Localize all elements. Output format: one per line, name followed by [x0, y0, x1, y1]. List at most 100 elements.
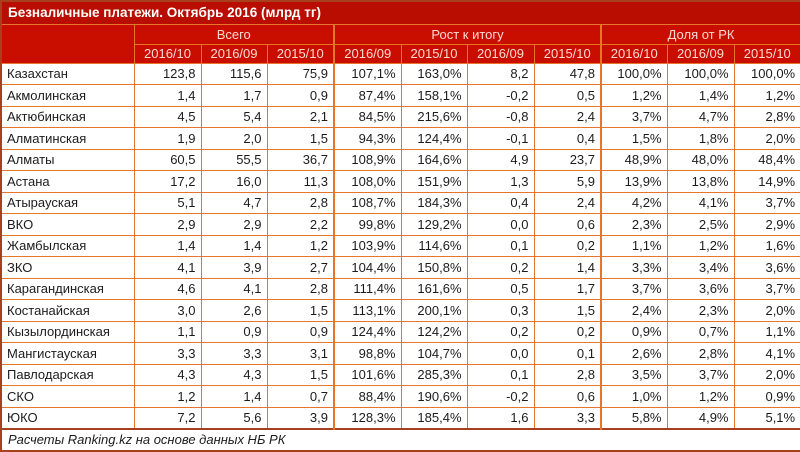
table-row: ЗКО 4,1 3,9 2,7 104,4% 150,8% 0,2 1,4 3,3% 3,4% 3,… [0, 256, 800, 279]
value-cell: 1,5% [600, 127, 668, 150]
table-body: Казахстан 123,8 115,6 75,9 107,1% 163,0% 8,2 47… [0, 62, 800, 429]
subheader-cell: 2015/10 [533, 43, 602, 64]
value-cell: -0,8 [466, 105, 535, 128]
value-cell: 108,7% [333, 191, 402, 214]
region-cell: ВКО [0, 213, 135, 236]
region-cell: Павлодарская [0, 363, 135, 386]
value-cell: 88,4% [333, 385, 402, 408]
subheader-cell: 2015/10 [266, 43, 335, 64]
value-cell: 100,0% [600, 62, 668, 85]
value-cell: 2,2 [266, 213, 335, 236]
subheader-cell: 2016/09 [466, 43, 535, 64]
value-cell: 2,0% [733, 127, 800, 150]
value-cell: 285,3% [400, 363, 468, 386]
value-cell: 55,5 [200, 148, 268, 171]
value-cell: 94,3% [333, 127, 402, 150]
value-cell: 1,1% [600, 234, 668, 257]
value-cell: 3,7% [600, 277, 668, 300]
region-cell: СКО [0, 385, 135, 408]
value-cell: 101,6% [333, 363, 402, 386]
value-cell: 4,7 [200, 191, 268, 214]
value-cell: 2,7 [266, 256, 335, 279]
value-cell: 4,1 [200, 277, 268, 300]
value-cell: 11,3 [266, 170, 335, 193]
value-cell: 0,0 [466, 342, 535, 365]
value-cell: 4,6 [133, 277, 202, 300]
value-cell: 124,4% [333, 320, 402, 343]
value-cell: 3,0 [133, 299, 202, 322]
subheader-cell: 2016/10 [133, 43, 202, 64]
value-cell: 108,0% [333, 170, 402, 193]
value-cell: 36,7 [266, 148, 335, 171]
subheader-cell: 2016/09 [666, 43, 735, 64]
value-cell: 2,8 [533, 363, 602, 386]
region-cell: ЮКО [0, 406, 135, 429]
value-cell: 104,4% [333, 256, 402, 279]
value-cell: 1,3 [466, 170, 535, 193]
value-cell: 2,0% [733, 299, 800, 322]
value-cell: 4,1% [666, 191, 735, 214]
table-row: ЮКО 7,2 5,6 3,9 128,3% 185,4% 1,6 3,3 5,8% 4,9% 5,… [0, 406, 800, 429]
value-cell: 158,1% [400, 84, 468, 107]
value-cell: 215,6% [400, 105, 468, 128]
value-cell: 2,9 [133, 213, 202, 236]
value-cell: 1,2 [266, 234, 335, 257]
value-cell: 23,7 [533, 148, 602, 171]
table-row: Алматы 60,5 55,5 36,7 108,9% 164,6% 4,9 23,7 48,… [0, 148, 800, 171]
subheader-cell: 2015/10 [733, 43, 800, 64]
value-cell: 0,2 [466, 320, 535, 343]
value-cell: 4,1% [733, 342, 800, 365]
value-cell: 98,8% [333, 342, 402, 365]
table-row: Казахстан 123,8 115,6 75,9 107,1% 163,0% 8,2 47… [0, 62, 800, 85]
value-cell: 2,9% [733, 213, 800, 236]
value-cell: 0,9 [200, 320, 268, 343]
value-cell: 184,3% [400, 191, 468, 214]
value-cell: 111,4% [333, 277, 402, 300]
value-cell: 3,6% [733, 256, 800, 279]
value-cell: 108,9% [333, 148, 402, 171]
value-cell: 2,0 [200, 127, 268, 150]
value-cell: 3,3% [600, 256, 668, 279]
value-cell: 4,9 [466, 148, 535, 171]
value-cell: 4,3 [200, 363, 268, 386]
value-cell: 107,1% [333, 62, 402, 85]
value-cell: 84,5% [333, 105, 402, 128]
value-cell: 1,1% [733, 320, 800, 343]
value-cell: 3,3 [200, 342, 268, 365]
value-cell: 17,2 [133, 170, 202, 193]
value-cell: 7,2 [133, 406, 202, 429]
value-cell: 5,1 [133, 191, 202, 214]
region-cell: Алматинская [0, 127, 135, 150]
title-row: Безналичные платежи. Октябрь 2016 (млрд … [1, 1, 800, 25]
subheader-cell: 2016/09 [200, 43, 268, 64]
value-cell: 3,6% [666, 277, 735, 300]
value-cell: 0,5 [466, 277, 535, 300]
table-title: Безналичные платежи. Октябрь 2016 (млрд … [1, 1, 800, 25]
region-cell: Актюбинская [0, 105, 135, 128]
value-cell: 3,1 [266, 342, 335, 365]
value-cell: 14,9% [733, 170, 800, 193]
value-cell: 75,9 [266, 62, 335, 85]
table-row: Жамбылская 1,4 1,4 1,2 103,9% 114,6% 0,1 0,2 1,1… [0, 234, 800, 257]
value-cell: 4,9% [666, 406, 735, 429]
value-cell: 5,8% [600, 406, 668, 429]
value-cell: -0,2 [466, 84, 535, 107]
value-cell: 3,3 [133, 342, 202, 365]
table-row: Алматинская 1,9 2,0 1,5 94,3% 124,4% -0,1 0,4 1,… [0, 127, 800, 150]
region-cell: Астана [0, 170, 135, 193]
value-cell: 1,2% [666, 385, 735, 408]
value-cell: 1,0% [600, 385, 668, 408]
table-row: Астана 17,2 16,0 11,3 108,0% 151,9% 1,3 5,9 13,9… [0, 170, 800, 193]
value-cell: 4,1 [133, 256, 202, 279]
table-row: Карагандинская 4,6 4,1 2,8 111,4% 161,6% 0,5 1,… [0, 277, 800, 300]
value-cell: 1,4% [666, 84, 735, 107]
value-cell: 1,7 [200, 84, 268, 107]
value-cell: 128,3% [333, 406, 402, 429]
value-cell: 129,2% [400, 213, 468, 236]
value-cell: 4,5 [133, 105, 202, 128]
region-cell: Казахстан [0, 62, 135, 85]
value-cell: 99,8% [333, 213, 402, 236]
table-row: Кызылординская 1,1 0,9 0,9 124,4% 124,2% 0,2 0,… [0, 320, 800, 343]
value-cell: 0,5 [533, 84, 602, 107]
table-row: Костанайская 3,0 2,6 1,5 113,1% 200,1% 0,3 1,5 2… [0, 299, 800, 322]
